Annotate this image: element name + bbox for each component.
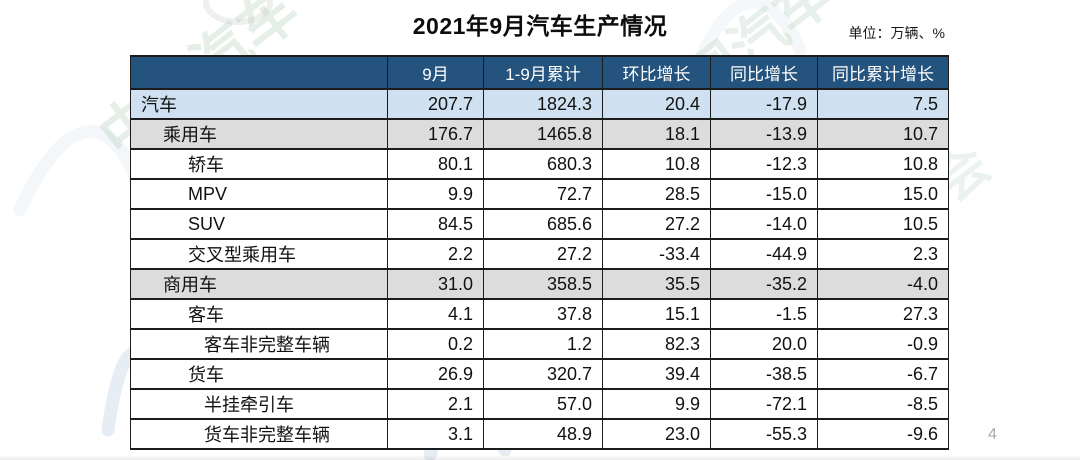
- row-label: 交叉型乘用车: [130, 238, 388, 270]
- table-row: 汽车 207.7 1824.3 20.4 -17.9 7.5: [130, 88, 949, 120]
- cell-value: 20.0: [710, 328, 818, 360]
- table-row: 货车非完整车辆 3.1 48.9 23.0 -55.3 -9.6: [130, 418, 949, 450]
- cell-value: -72.1: [710, 388, 818, 420]
- cell-value: 18.1: [602, 118, 711, 150]
- row-label: 客车非完整车辆: [130, 328, 388, 360]
- cell-value: 4.1: [387, 298, 484, 330]
- cell-value: 2.3: [817, 238, 949, 270]
- cell-value: 10.8: [602, 148, 711, 180]
- cell-value: 1.2: [483, 328, 603, 360]
- column-header: 同比累计增长: [817, 55, 949, 90]
- cell-value: -0.9: [817, 328, 949, 360]
- page-number: 4: [988, 426, 997, 443]
- row-label: MPV: [130, 178, 388, 210]
- cell-value: 84.5: [387, 208, 484, 240]
- cell-value: -6.7: [817, 358, 949, 390]
- table-row: 货车 26.9 320.7 39.4 -38.5 -6.7: [130, 358, 949, 390]
- table-row: SUV 84.5 685.6 27.2 -14.0 10.5: [130, 208, 949, 240]
- cell-value: -38.5: [710, 358, 818, 390]
- table-row: MPV 9.9 72.7 28.5 -15.0 15.0: [130, 178, 949, 210]
- cell-value: -55.3: [710, 418, 818, 450]
- row-label: 货车: [130, 358, 388, 390]
- cell-value: 39.4: [602, 358, 711, 390]
- production-table-container: 9月 1-9月累计 环比增长 同比增长 同比累计增长 汽车 207.7 1824.3 20.4…: [130, 55, 949, 450]
- table-row: 交叉型乘用车 2.2 27.2 -33.4 -44.9 2.3: [130, 238, 949, 270]
- cell-value: 207.7: [387, 88, 484, 120]
- cell-value: 31.0: [387, 268, 484, 300]
- cell-value: 1824.3: [483, 88, 603, 120]
- cell-value: -14.0: [710, 208, 818, 240]
- cell-value: -12.3: [710, 148, 818, 180]
- cell-value: 15.0: [817, 178, 949, 210]
- row-label: 半挂牵引车: [130, 388, 388, 420]
- cell-value: 57.0: [483, 388, 603, 420]
- cell-value: -9.6: [817, 418, 949, 450]
- cell-value: -17.9: [710, 88, 818, 120]
- cell-value: 1465.8: [483, 118, 603, 150]
- cell-value: 358.5: [483, 268, 603, 300]
- column-header: 环比增长: [602, 55, 711, 90]
- slide-bottom-edge: [0, 455, 1080, 460]
- cell-value: 72.7: [483, 178, 603, 210]
- column-header: 1-9月累计: [483, 55, 603, 90]
- cell-value: 15.1: [602, 298, 711, 330]
- row-label: 乘用车: [130, 118, 388, 150]
- cell-value: 23.0: [602, 418, 711, 450]
- cell-value: -33.4: [602, 238, 711, 270]
- cell-value: 680.3: [483, 148, 603, 180]
- cell-value: 27.3: [817, 298, 949, 330]
- row-label: 汽车: [130, 88, 388, 120]
- cell-value: -35.2: [710, 268, 818, 300]
- table-header-row: 9月 1-9月累计 环比增长 同比增长 同比累计增长: [130, 55, 949, 90]
- cell-value: 48.9: [483, 418, 603, 450]
- cell-value: -8.5: [817, 388, 949, 420]
- cell-value: -1.5: [710, 298, 818, 330]
- cell-value: 27.2: [602, 208, 711, 240]
- production-table: 9月 1-9月累计 环比增长 同比增长 同比累计增长 汽车 207.7 1824.3 20.4…: [130, 55, 949, 450]
- cell-value: 0.2: [387, 328, 484, 360]
- cell-value: -15.0: [710, 178, 818, 210]
- table-body: 汽车 207.7 1824.3 20.4 -17.9 7.5 乘用车 176.7 1465.8 1…: [130, 88, 949, 450]
- table-row: 半挂牵引车 2.1 57.0 9.9 -72.1 -8.5: [130, 388, 949, 420]
- page-title: 2021年9月汽车生产情况: [412, 13, 668, 39]
- cell-value: -13.9: [710, 118, 818, 150]
- cell-value: 37.8: [483, 298, 603, 330]
- cell-value: 3.1: [387, 418, 484, 450]
- cell-value: 35.5: [602, 268, 711, 300]
- table-row: 客车非完整车辆 0.2 1.2 82.3 20.0 -0.9: [130, 328, 949, 360]
- unit-label: 单位：万辆、%: [848, 25, 945, 41]
- cell-value: 82.3: [602, 328, 711, 360]
- cell-value: 27.2: [483, 238, 603, 270]
- cell-value: 10.8: [817, 148, 949, 180]
- row-label: 轿车: [130, 148, 388, 180]
- row-label: 货车非完整车辆: [130, 418, 388, 450]
- cell-value: 9.9: [602, 388, 711, 420]
- cell-value: 80.1: [387, 148, 484, 180]
- cell-value: 7.5: [817, 88, 949, 120]
- cell-value: 2.1: [387, 388, 484, 420]
- cell-value: -44.9: [710, 238, 818, 270]
- cell-value: 10.5: [817, 208, 949, 240]
- row-label: SUV: [130, 208, 388, 240]
- column-header: 同比增长: [710, 55, 818, 90]
- cell-value: 320.7: [483, 358, 603, 390]
- cell-value: 9.9: [387, 178, 484, 210]
- cell-value: 20.4: [602, 88, 711, 120]
- row-label: 商用车: [130, 268, 388, 300]
- cell-value: 685.6: [483, 208, 603, 240]
- table-row: 轿车 80.1 680.3 10.8 -12.3 10.8: [130, 148, 949, 180]
- row-label: 客车: [130, 298, 388, 330]
- cell-value: 10.7: [817, 118, 949, 150]
- cell-value: 2.2: [387, 238, 484, 270]
- cell-value: 28.5: [602, 178, 711, 210]
- table-row: 乘用车 176.7 1465.8 18.1 -13.9 10.7: [130, 118, 949, 150]
- cell-value: -4.0: [817, 268, 949, 300]
- column-header: 9月: [387, 55, 484, 90]
- table-row: 商用车 31.0 358.5 35.5 -35.2 -4.0: [130, 268, 949, 300]
- column-header-category: [130, 55, 388, 90]
- cell-value: 176.7: [387, 118, 484, 150]
- table-row: 客车 4.1 37.8 15.1 -1.5 27.3: [130, 298, 949, 330]
- cell-value: 26.9: [387, 358, 484, 390]
